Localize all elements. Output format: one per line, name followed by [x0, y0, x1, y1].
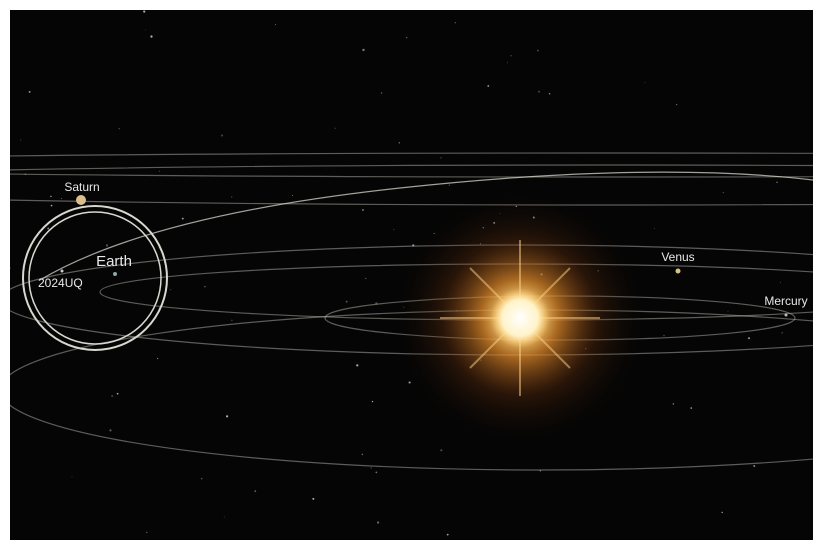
star — [9, 267, 11, 269]
star — [254, 490, 256, 492]
saturn-label: Saturn — [64, 180, 99, 194]
star — [143, 11, 145, 13]
star — [376, 471, 378, 473]
star — [776, 181, 778, 183]
star — [47, 228, 49, 230]
star — [111, 395, 113, 397]
star — [723, 192, 724, 193]
page: Saturn Earth 2024UQ Venus Mercury (() =>… — [0, 0, 813, 549]
star — [201, 478, 203, 480]
star — [673, 403, 675, 405]
star — [346, 301, 348, 303]
star — [748, 337, 750, 339]
star — [447, 534, 449, 536]
star — [118, 128, 120, 130]
star — [275, 24, 276, 25]
star — [440, 157, 441, 158]
star — [334, 128, 335, 129]
sun — [390, 188, 650, 448]
star — [146, 532, 148, 534]
mercury-dot — [785, 314, 788, 317]
star — [381, 92, 383, 94]
star — [644, 82, 645, 83]
star — [106, 244, 108, 246]
star — [690, 407, 692, 409]
star — [728, 311, 729, 312]
star — [204, 286, 206, 288]
star — [224, 517, 225, 518]
star — [157, 358, 158, 359]
star — [170, 289, 171, 290]
scene: Saturn Earth 2024UQ Venus Mercury — [0, 0, 813, 549]
star — [226, 415, 228, 417]
saturn-dot — [76, 195, 86, 205]
star — [449, 185, 450, 186]
star — [292, 195, 293, 196]
earth-dot — [113, 272, 117, 276]
star — [29, 91, 31, 93]
star — [487, 85, 489, 87]
star — [362, 454, 364, 456]
star — [549, 93, 551, 95]
star — [362, 49, 364, 51]
earth-label: Earth — [96, 253, 132, 270]
sun-core — [490, 288, 550, 348]
star — [538, 91, 540, 93]
star — [377, 521, 379, 523]
star — [440, 449, 442, 451]
star — [231, 196, 232, 197]
star — [782, 332, 783, 333]
star — [676, 104, 677, 105]
star — [371, 467, 373, 469]
star — [510, 55, 511, 56]
star — [231, 320, 232, 321]
star — [61, 198, 62, 199]
star — [50, 196, 51, 197]
star — [654, 228, 655, 229]
star — [117, 393, 119, 395]
venus-dot — [676, 269, 681, 274]
asteroid-label: 2024UQ — [38, 276, 83, 290]
star — [780, 282, 781, 283]
star — [20, 140, 21, 141]
star — [109, 429, 111, 431]
star — [221, 134, 223, 136]
star — [537, 50, 539, 52]
star — [507, 62, 508, 63]
star — [362, 209, 364, 211]
star — [753, 465, 755, 467]
star — [365, 278, 366, 279]
asteroid-dot — [61, 270, 64, 273]
star — [150, 35, 152, 37]
star — [721, 512, 722, 513]
star — [393, 229, 394, 230]
star — [182, 218, 184, 220]
star — [372, 401, 373, 402]
mercury-label: Mercury — [764, 294, 807, 308]
star — [71, 477, 72, 478]
star — [399, 142, 400, 143]
star — [312, 498, 314, 500]
star — [406, 37, 407, 38]
star — [663, 335, 665, 337]
star — [356, 364, 358, 366]
venus-label: Venus — [661, 250, 694, 264]
star — [51, 205, 53, 207]
star — [455, 22, 456, 23]
star — [145, 29, 146, 30]
star — [159, 171, 160, 172]
